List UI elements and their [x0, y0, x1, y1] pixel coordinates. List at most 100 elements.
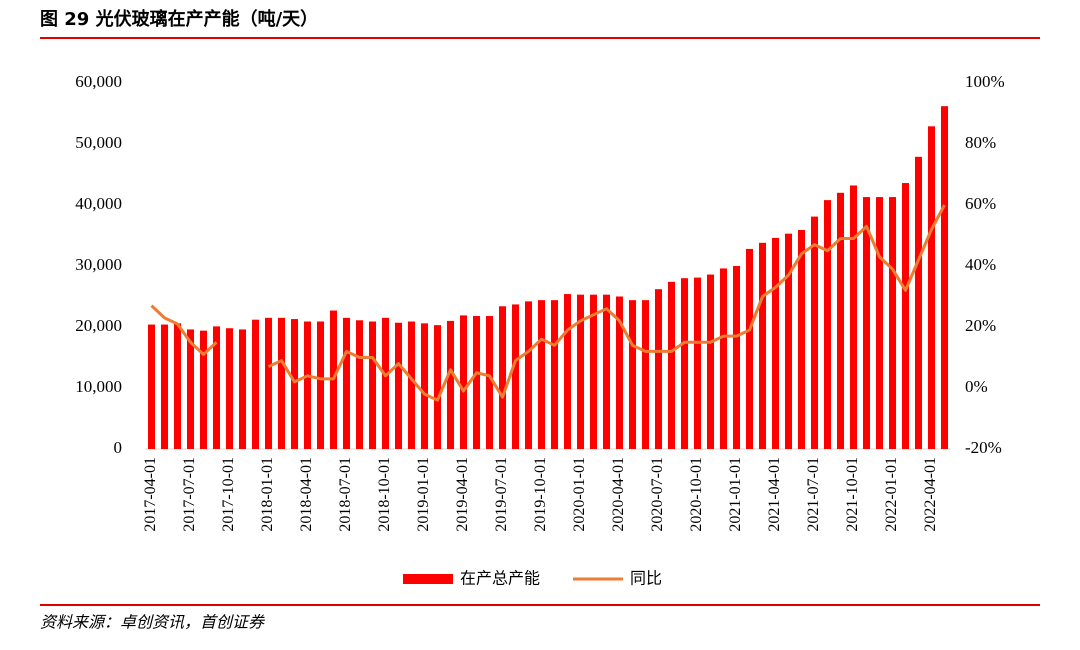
bar [927, 126, 936, 449]
y-tick-label: 10,000 [75, 377, 122, 396]
y-tick-label: 50,000 [75, 133, 122, 152]
legend-swatch [403, 574, 453, 584]
x-tick-label: 2020-01-01 [571, 457, 588, 532]
bar [589, 294, 598, 449]
y-tick-label: 60,000 [75, 72, 122, 91]
bar [316, 321, 325, 449]
bar [823, 200, 832, 449]
bar [498, 306, 507, 449]
bar [147, 324, 156, 449]
y-tick-label: 40,000 [75, 194, 122, 213]
y2-tick-label: 60% [965, 194, 996, 213]
y2-tick-label: 20% [965, 316, 996, 335]
bar [758, 242, 767, 449]
bar [680, 278, 689, 449]
bar [199, 330, 208, 449]
y-tick-label: 20,000 [75, 316, 122, 335]
x-tick-label: 2022-01-01 [883, 457, 900, 532]
bar [667, 281, 676, 449]
legend-label: 在产总产能 [460, 569, 540, 588]
bar [485, 316, 494, 449]
x-tick-label: 2017-10-01 [220, 457, 237, 532]
bar [303, 321, 312, 449]
bar [251, 319, 260, 449]
y-tick-label: 0 [114, 438, 123, 457]
bar [368, 321, 377, 449]
bar [186, 329, 195, 449]
bar [849, 185, 858, 450]
bar [628, 300, 637, 449]
bar [446, 320, 455, 449]
bar [459, 315, 468, 449]
bar [264, 317, 273, 449]
chart-title: 图 29 光伏玻璃在产产能（吨/天） [40, 8, 318, 30]
x-tick-label: 2022-04-01 [922, 457, 939, 532]
x-tick-label: 2019-07-01 [493, 457, 510, 532]
y2-tick-label: 0% [965, 377, 988, 396]
x-tick-label: 2018-10-01 [376, 457, 393, 532]
x-tick-label: 2018-04-01 [298, 457, 315, 532]
x-tick-label: 2017-04-01 [142, 457, 159, 532]
bar [719, 268, 728, 449]
bar [888, 197, 897, 449]
legend-label: 同比 [630, 569, 662, 588]
bar [732, 266, 741, 449]
x-tick-label: 2021-07-01 [805, 457, 822, 532]
bar [641, 300, 650, 449]
bar [875, 197, 884, 449]
bar [836, 192, 845, 450]
bar [940, 106, 949, 450]
bar [433, 325, 442, 449]
x-tick-label: 2020-10-01 [688, 457, 705, 532]
bar [342, 317, 351, 449]
bar [615, 296, 624, 449]
bar [407, 321, 416, 449]
bar [537, 300, 546, 449]
bar [212, 326, 221, 449]
x-tick-label: 2021-04-01 [766, 457, 783, 532]
bar [810, 216, 819, 449]
bar [654, 289, 663, 449]
bar [160, 324, 169, 449]
bar [550, 300, 559, 449]
x-tick-label: 2017-07-01 [181, 457, 198, 532]
y-tick-label: 30,000 [75, 255, 122, 274]
bar [771, 237, 780, 449]
x-tick-label: 2018-07-01 [337, 457, 354, 532]
bar [420, 323, 429, 449]
bar [693, 277, 702, 449]
source-note: 资料来源：卓创资讯，首创证券 [40, 613, 266, 632]
x-tick-label: 2020-04-01 [610, 457, 627, 532]
bar [511, 304, 520, 449]
x-tick-label: 2019-04-01 [454, 457, 471, 532]
x-tick-label: 2020-07-01 [649, 457, 666, 532]
bar [238, 329, 247, 449]
bar [355, 320, 364, 449]
bar [290, 319, 299, 449]
bar [745, 248, 754, 449]
x-tick-label: 2021-01-01 [727, 457, 744, 532]
y2-tick-label: 80% [965, 133, 996, 152]
y2-tick-label: 40% [965, 255, 996, 274]
bar [563, 294, 572, 449]
bar [576, 294, 585, 449]
bar [394, 322, 403, 449]
bar [901, 183, 910, 450]
y2-tick-label: -20% [965, 438, 1002, 457]
bar [173, 323, 182, 449]
bar [225, 328, 234, 449]
bar [472, 316, 481, 449]
bar [381, 317, 390, 449]
bar [862, 197, 871, 449]
bar [706, 274, 715, 449]
bar [784, 233, 793, 449]
line-series [150, 204, 946, 402]
x-tick-label: 2019-10-01 [532, 457, 549, 532]
bar [797, 230, 806, 449]
y2-tick-label: 100% [965, 72, 1005, 91]
x-tick-label: 2019-01-01 [415, 457, 432, 532]
x-tick-label: 2018-01-01 [259, 457, 276, 532]
x-tick-label: 2021-10-01 [844, 457, 861, 532]
bar [602, 294, 611, 449]
